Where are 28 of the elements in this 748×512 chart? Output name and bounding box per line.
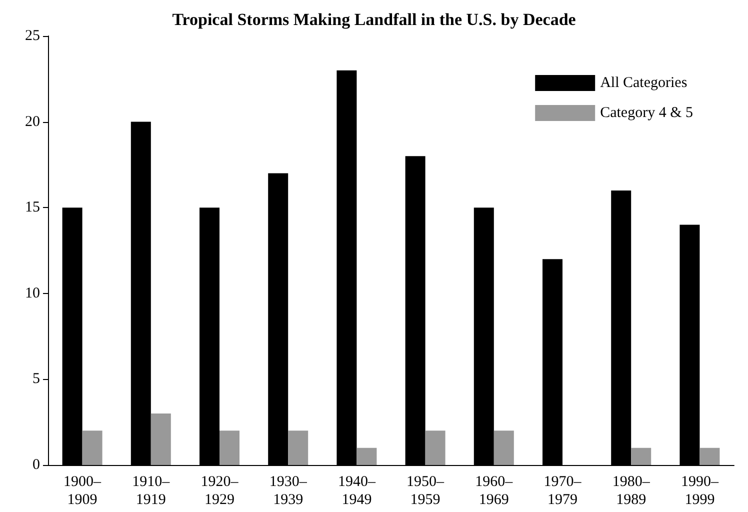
y-tick-label: 5 [32,371,40,388]
chart-title: Tropical Storms Making Landfall in the U.S. by Decade [172,10,576,29]
bar [220,430,240,465]
x-tick-label: 1980– 1989 [612,474,650,508]
y-tick-label: 20 [25,114,40,130]
x-tick-label: 1970– 1979 [544,474,582,508]
x-tick-label: 1990– 1999 [680,474,719,508]
x-tick-label: 1940– 1949 [338,474,376,508]
x-tick-label: 1900– 1909 [64,474,102,508]
y-tick-label: 0 [32,457,40,473]
bar [356,448,377,465]
x-tick-label: 1930– 1939 [269,474,308,508]
bar [494,430,514,465]
bar [82,430,102,465]
x-tick-label: 1920– 1929 [200,474,239,508]
bar [288,430,308,465]
x-tick-label: 1950– 1959 [406,474,445,508]
y-tick-label: 25 [25,28,40,44]
bar [425,430,446,465]
bar [150,414,171,465]
legend-label: All Categories [600,75,688,91]
legend-label: Category 4 & 5 [600,105,694,121]
x-tick-label: 1910– 1919 [132,474,170,508]
bar [631,448,652,465]
bar [700,448,720,465]
y-tick-label: 10 [25,285,40,302]
x-tick-label: 1960– 1969 [475,474,514,508]
y-tick-label: 15 [25,200,40,216]
